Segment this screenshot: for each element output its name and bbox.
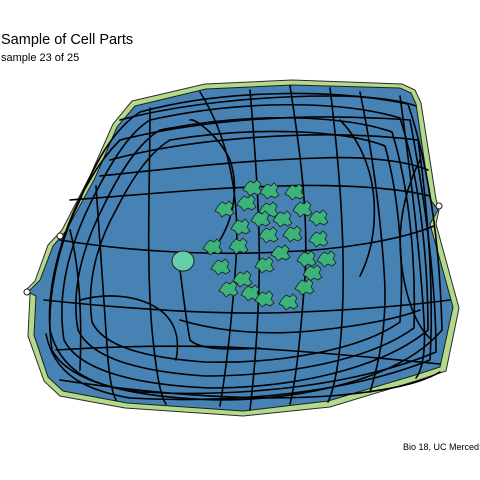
chloroplast: [228, 237, 249, 255]
chloroplast: [210, 258, 231, 276]
wall-notch: [56, 232, 64, 240]
chloroplast: [282, 225, 303, 243]
chloroplast: [272, 210, 293, 228]
chloroplast: [259, 182, 280, 200]
chloroplast: [302, 264, 323, 282]
chloroplast: [232, 270, 253, 288]
chloroplast: [278, 293, 299, 311]
chloroplast: [236, 194, 257, 212]
plot-subtitle: sample 23 of 25: [1, 52, 80, 64]
cytoplasmic-strands: [43, 85, 451, 411]
chloroplast: [308, 209, 329, 227]
chloroplast: [230, 218, 251, 236]
chloroplast-group: [202, 179, 337, 311]
chloroplast: [214, 200, 235, 218]
chloroplast: [292, 200, 313, 218]
wall-notch: [23, 288, 31, 296]
chloroplast: [254, 290, 275, 308]
chloroplast: [250, 210, 271, 228]
vacuole: [171, 250, 195, 272]
chloroplast: [316, 250, 337, 268]
chloroplast: [308, 230, 329, 248]
chloroplast: [254, 256, 275, 274]
chloroplast: [258, 226, 279, 244]
chloroplast: [202, 238, 223, 256]
chloroplast: [218, 280, 239, 298]
chloroplast: [296, 250, 317, 268]
plot-title: Sample of Cell Parts: [1, 32, 134, 48]
wall-notch: [435, 202, 443, 210]
chloroplast: [270, 244, 291, 262]
chloroplast: [284, 183, 305, 201]
caption: Bio 18, UC Merced: [402, 442, 479, 452]
chloroplast: [294, 278, 315, 296]
